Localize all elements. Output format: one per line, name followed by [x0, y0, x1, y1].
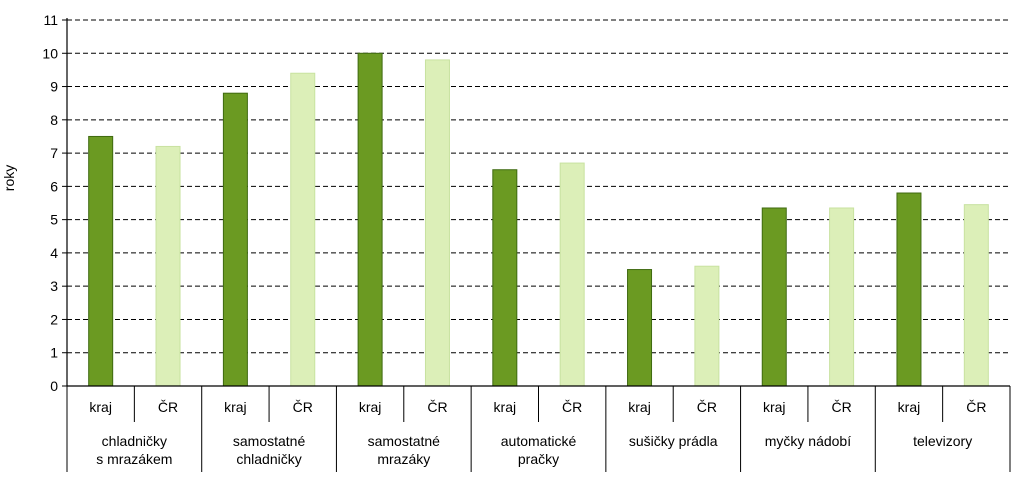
y-tick-label: 3	[50, 278, 58, 294]
bar-kraj	[88, 135, 114, 387]
gridlines	[67, 19, 1010, 354]
bar-kraj	[222, 92, 248, 387]
category-label: ČR	[293, 399, 313, 415]
y-tick-label: 4	[50, 245, 58, 261]
category-label: kraj	[763, 399, 786, 415]
y-tick-label: 7	[50, 145, 58, 161]
y-tick-label: 5	[50, 212, 58, 228]
bar-cr	[290, 72, 316, 387]
category-label: kraj	[89, 399, 112, 415]
y-tick-label: 8	[50, 112, 58, 128]
y-tick-label: 11	[43, 12, 58, 28]
bar-cr	[963, 204, 989, 387]
bar-kraj	[627, 269, 653, 387]
y-tick-label: 9	[50, 79, 58, 95]
group-label: sušičky prádla	[629, 433, 718, 449]
bar-cr	[559, 162, 585, 387]
y-tick-label: 1	[50, 345, 58, 361]
bar-kraj	[492, 169, 518, 387]
group-label: chladničky	[102, 433, 167, 449]
y-tick-label: 10	[42, 45, 58, 61]
group-label: s mrazákem	[96, 451, 172, 467]
group-label: televizory	[913, 433, 972, 449]
bar-cr	[424, 59, 450, 387]
bar-cr	[155, 145, 181, 387]
y-tick-label: 0	[50, 378, 58, 394]
category-label: ČR	[158, 399, 178, 415]
group-label: pračky	[518, 451, 559, 467]
category-label: ČR	[427, 399, 447, 415]
category-label: kraj	[224, 399, 247, 415]
group-label: mrazáky	[377, 451, 430, 467]
y-axis-title: roky	[1, 165, 17, 191]
bars	[88, 52, 989, 387]
bar-kraj	[357, 52, 383, 387]
category-label: ČR	[966, 399, 986, 415]
category-label: kraj	[494, 399, 517, 415]
bar-kraj	[761, 207, 787, 387]
axes	[66, 18, 1011, 472]
group-label: myčky nádobí	[765, 433, 851, 449]
bar-cr	[694, 265, 720, 387]
group-label: samostatné	[368, 433, 441, 449]
x-axis-labels: kraj ČR chladničky s mrazákem kraj ČR samostat…	[89, 399, 986, 467]
bar-kraj	[896, 192, 922, 387]
category-label: ČR	[562, 399, 582, 415]
category-label: kraj	[898, 399, 921, 415]
category-label: kraj	[359, 399, 382, 415]
group-label: chladničky	[236, 451, 301, 467]
category-label: kraj	[628, 399, 651, 415]
category-label: ČR	[697, 399, 717, 415]
bar-cr	[829, 207, 855, 387]
group-label: automatické	[501, 433, 577, 449]
y-axis-ticks: 0 1 2 3 4 5 6 7 8 9 10 11	[42, 12, 67, 394]
group-label: samostatné	[233, 433, 306, 449]
y-tick-label: 6	[50, 178, 58, 194]
category-label: ČR	[831, 399, 851, 415]
y-tick-label: 2	[50, 311, 58, 327]
